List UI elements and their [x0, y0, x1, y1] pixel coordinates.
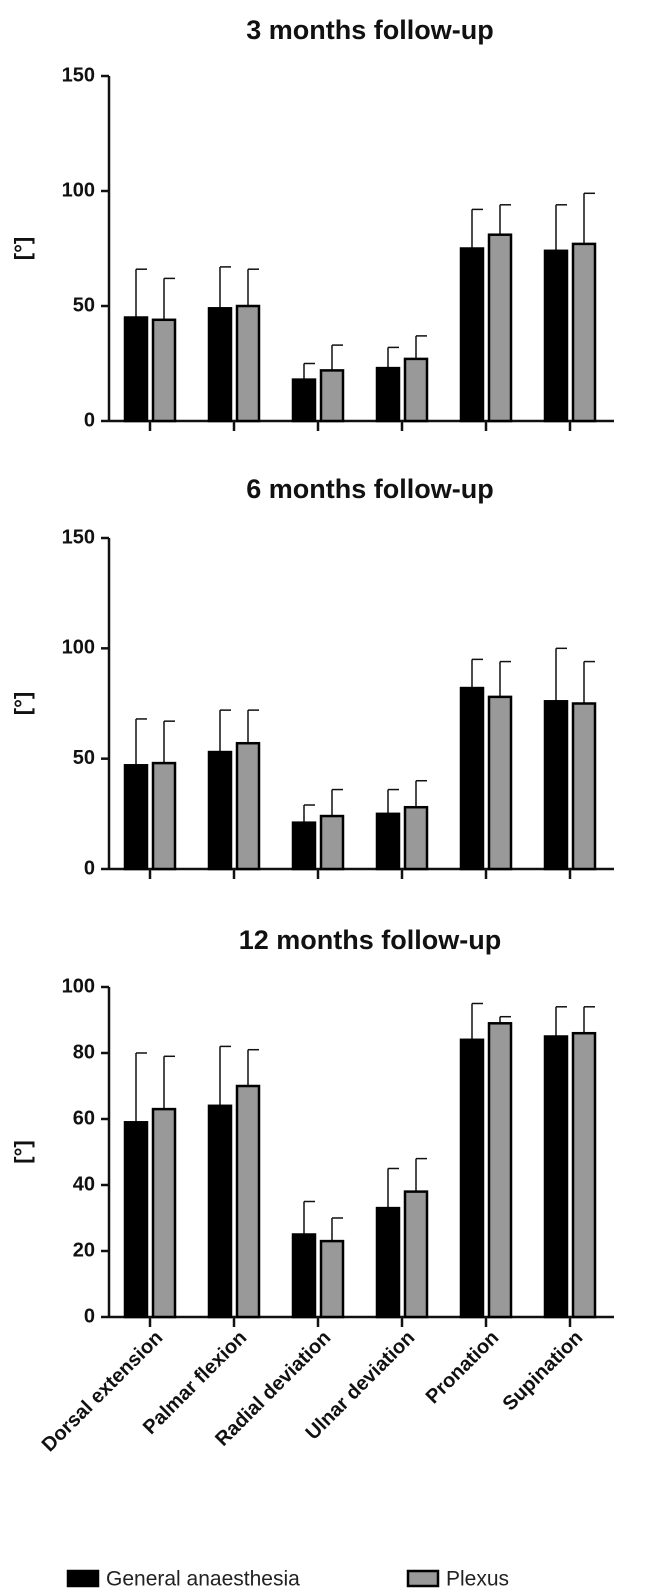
bar-general-anaesthesia	[543, 700, 569, 871]
legend: General anaesthesia Plexus	[66, 1568, 509, 1591]
bar-plexus	[403, 1190, 429, 1319]
x-tick-label: Dorsal extension	[38, 1327, 168, 1457]
y-tick-label: 150	[62, 526, 95, 548]
x-tick-label: Supination	[499, 1327, 588, 1416]
bar-general-anaesthesia	[459, 1038, 485, 1319]
bar-general-anaesthesia	[459, 247, 485, 423]
y-tick-label: 50	[73, 747, 95, 769]
bar-plexus	[571, 242, 597, 423]
legend-label: Plexus	[446, 1568, 509, 1591]
y-tick-label: 100	[62, 975, 95, 997]
bar-general-anaesthesia	[207, 1104, 233, 1319]
bar-plexus	[571, 1031, 597, 1319]
y-tick-label: 80	[73, 1041, 95, 1063]
legend-swatch	[66, 1569, 100, 1588]
bar-plexus	[319, 814, 345, 871]
y-tick-label: 20	[73, 1239, 95, 1261]
chart-title: 3 months follow-up	[246, 15, 493, 45]
bar-general-anaesthesia	[375, 1206, 401, 1319]
y-axis-label: [°]	[10, 237, 35, 260]
y-tick-label: 40	[73, 1173, 95, 1195]
bar-plexus	[403, 805, 429, 871]
bar-general-anaesthesia	[543, 1035, 569, 1319]
chart-panel-1: 3 months follow-up [°] 0 50 100 150	[10, 15, 614, 431]
chart-panel-3: 12 months follow-up [°] 0 20 40 60 80 100 Dorsal…	[10, 925, 614, 1456]
bar-plexus	[151, 1107, 177, 1319]
bar-general-anaesthesia	[543, 249, 569, 423]
bar-general-anaesthesia	[375, 366, 401, 423]
chart-title: 12 months follow-up	[239, 925, 502, 955]
bar-general-anaesthesia	[291, 1233, 317, 1319]
y-tick-label: 0	[84, 857, 95, 879]
y-tick-label: 0	[84, 1305, 95, 1327]
chart-panel-2: 6 months follow-up [°] 0 50 100 150	[10, 474, 614, 879]
bar-plexus	[403, 357, 429, 423]
y-tick-label: 60	[73, 1107, 95, 1129]
bar-general-anaesthesia	[291, 821, 317, 871]
y-axis-label: [°]	[10, 692, 35, 715]
y-tick-label: 100	[62, 179, 95, 201]
bar-plexus	[487, 1022, 513, 1319]
y-tick-label: 100	[62, 637, 95, 659]
bar-general-anaesthesia	[123, 1121, 149, 1319]
bar-general-anaesthesia	[291, 378, 317, 423]
legend-swatch	[406, 1569, 440, 1588]
bar-general-anaesthesia	[123, 764, 149, 871]
bar-plexus	[487, 695, 513, 871]
bar-general-anaesthesia	[207, 307, 233, 423]
bar-plexus	[151, 761, 177, 871]
bar-plexus	[235, 1084, 261, 1319]
y-tick-label: 50	[73, 294, 95, 316]
bar-plexus	[571, 702, 597, 871]
legend-label: General anaesthesia	[106, 1568, 300, 1591]
bar-plexus	[235, 741, 261, 871]
bar-general-anaesthesia	[375, 812, 401, 871]
bar-plexus	[151, 318, 177, 423]
bar-plexus	[487, 233, 513, 423]
bar-general-anaesthesia	[123, 316, 149, 423]
bar-plexus	[319, 1239, 345, 1319]
bar-plexus	[235, 304, 261, 423]
y-tick-label: 0	[84, 409, 95, 431]
y-tick-label: 150	[62, 64, 95, 86]
x-tick-label: Pronation	[422, 1327, 504, 1409]
y-axis-label: [°]	[10, 1140, 35, 1163]
bar-plexus	[319, 369, 345, 423]
bar-general-anaesthesia	[459, 686, 485, 871]
chart-title: 6 months follow-up	[246, 474, 493, 504]
bar-general-anaesthesia	[207, 750, 233, 871]
